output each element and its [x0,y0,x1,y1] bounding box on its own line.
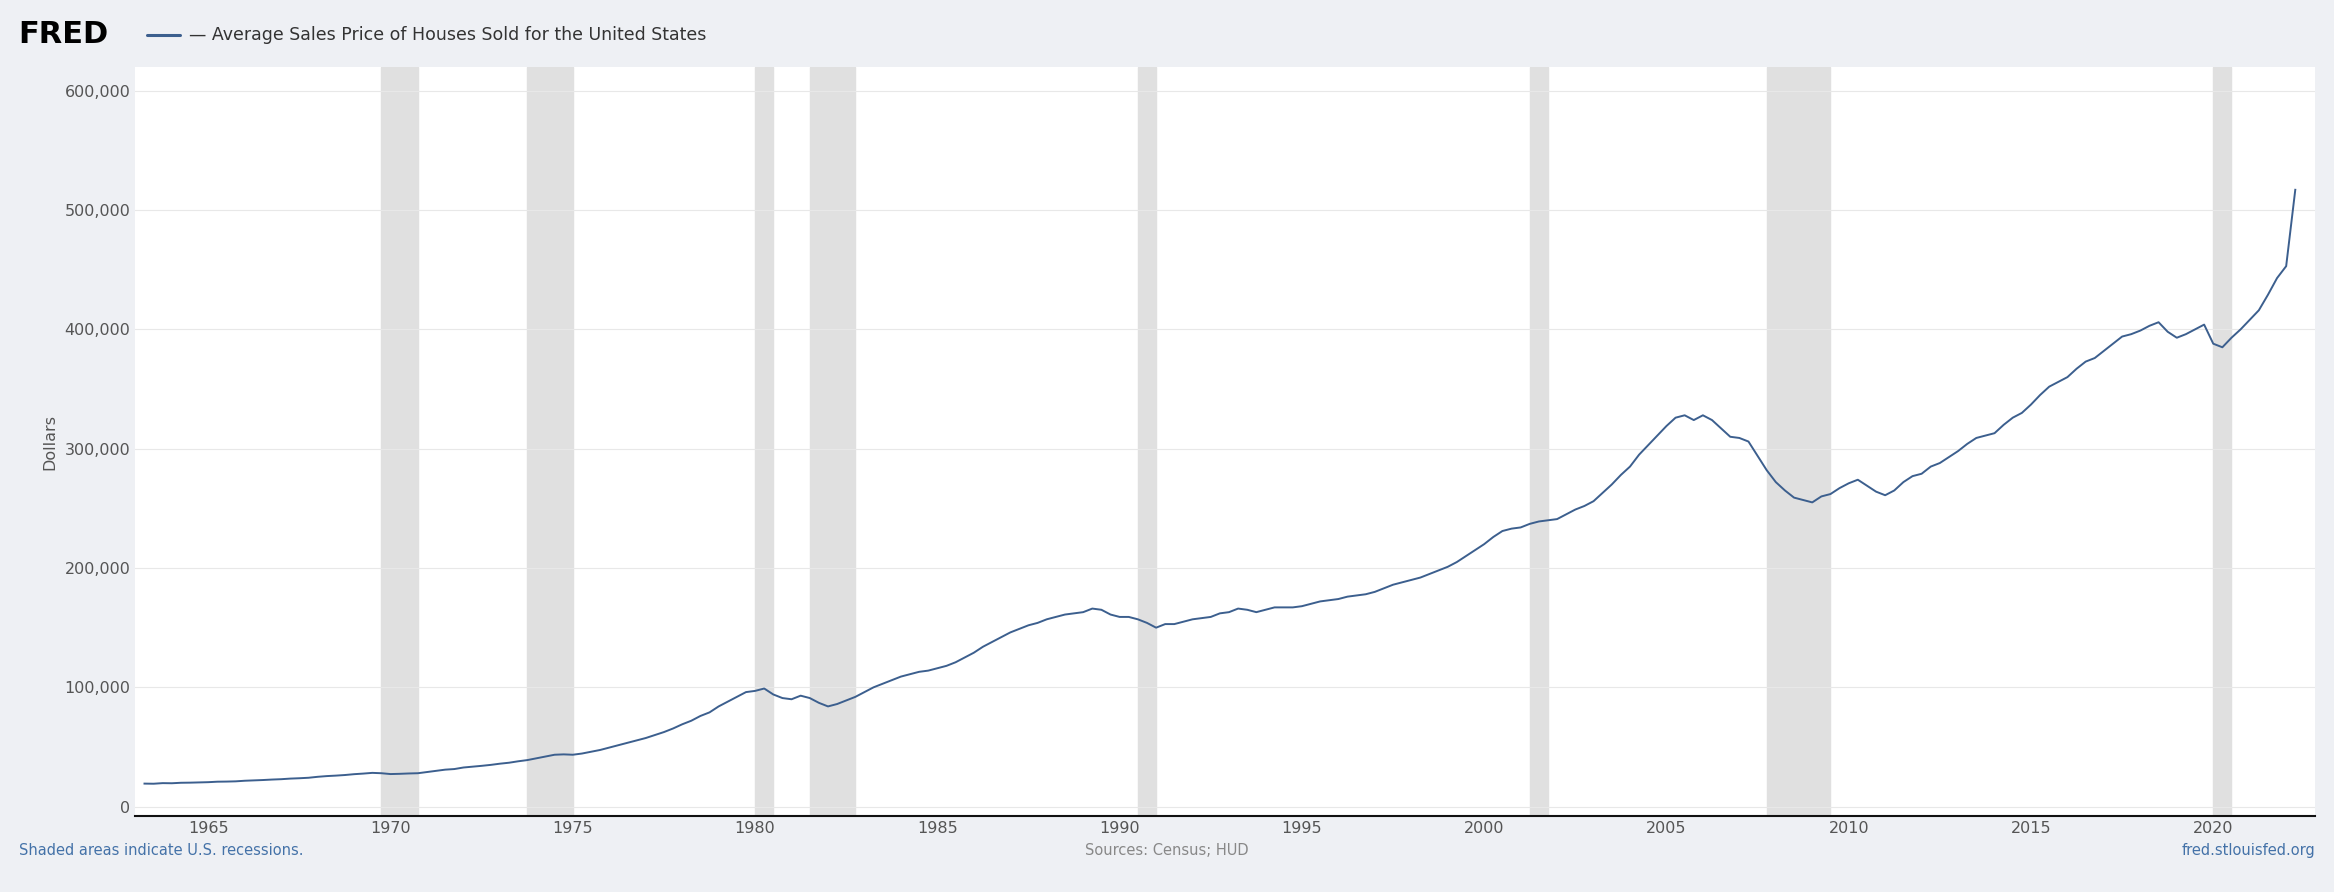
Bar [756,67,773,816]
Text: Sources: Census; HUD: Sources: Census; HUD [1085,843,1249,858]
Text: FRED: FRED [19,21,110,49]
Bar [1767,67,1830,816]
Bar [380,67,418,816]
Text: — Average Sales Price of Houses Sold for the United States: — Average Sales Price of Houses Sold for… [189,26,707,44]
Text: Shaded areas indicate U.S. recessions.: Shaded areas indicate U.S. recessions. [19,843,303,858]
Bar [2213,67,2231,816]
Bar [527,67,572,816]
Y-axis label: Dollars: Dollars [42,414,58,469]
Bar [810,67,854,816]
Bar [1529,67,1547,816]
Bar [1139,67,1155,816]
Text: fred.stlouisfed.org: fred.stlouisfed.org [2182,843,2315,858]
